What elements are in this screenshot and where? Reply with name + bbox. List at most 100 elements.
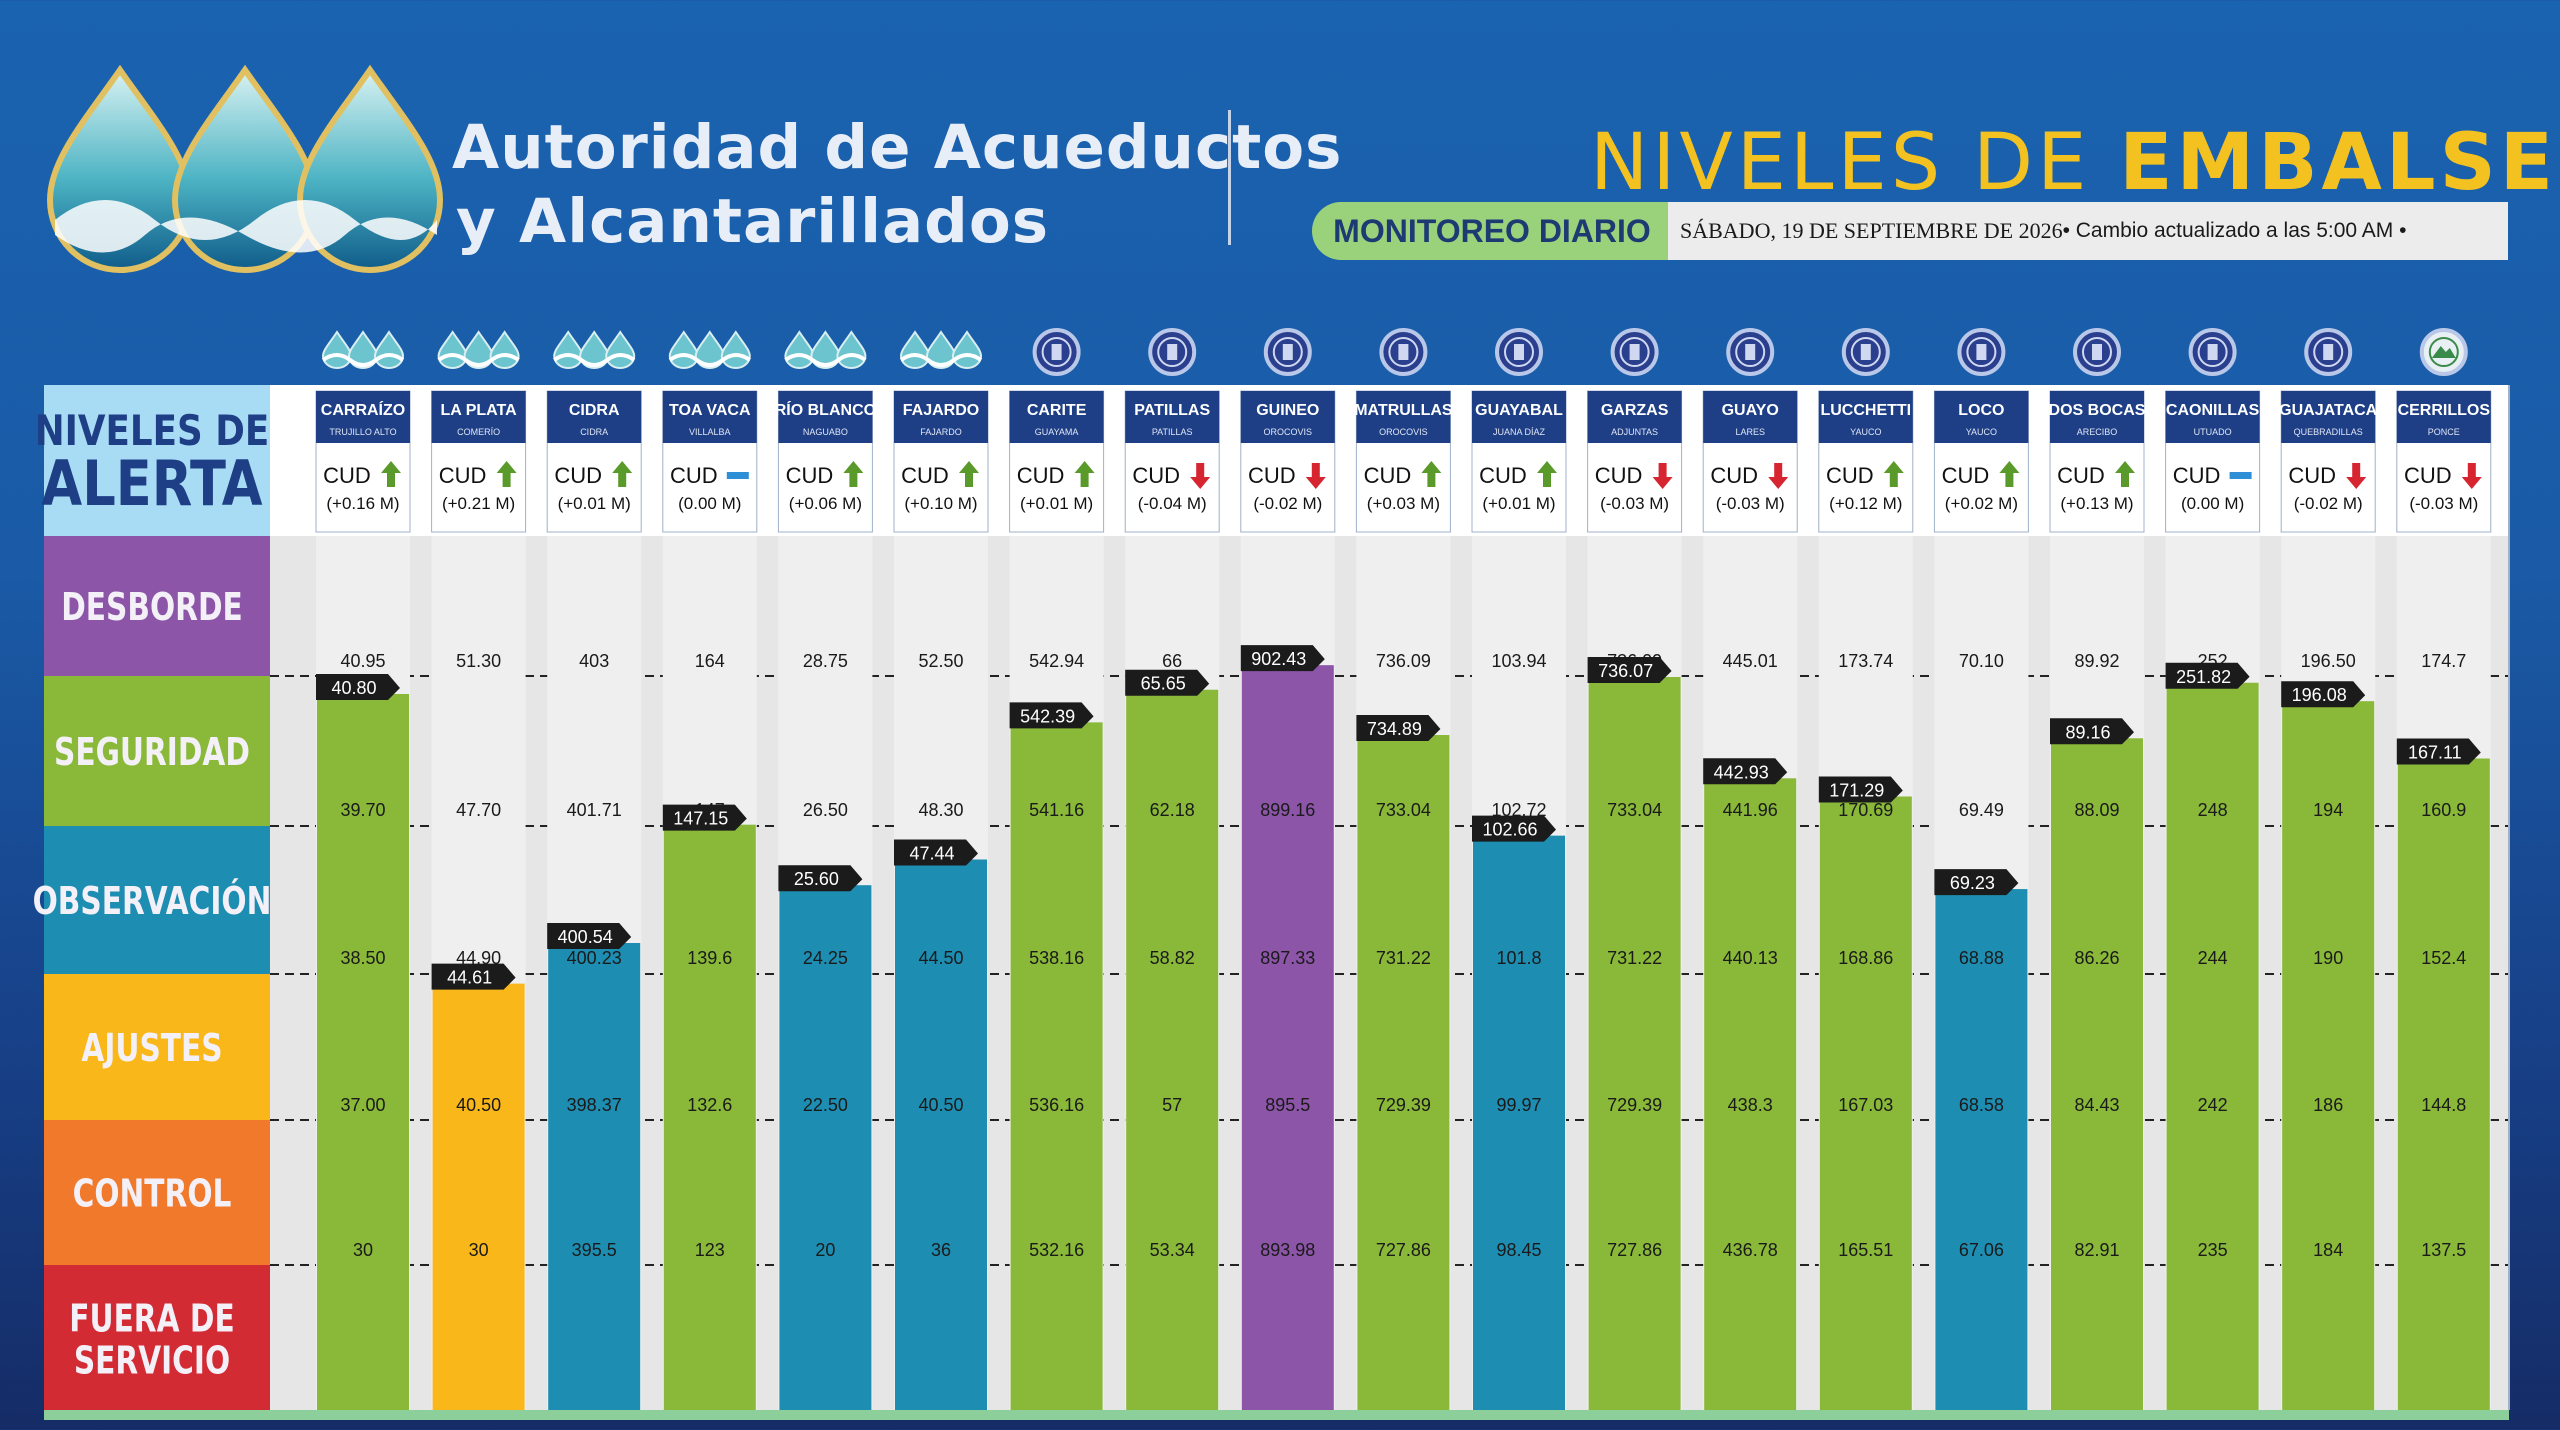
threshold-label: 400.23: [567, 948, 622, 968]
cud-label: CUD: [786, 463, 834, 488]
seal-icon: [2188, 328, 2237, 376]
trend-up-arrow-icon: [2115, 461, 2135, 487]
cud-label: CUD: [554, 463, 602, 488]
threshold-label: 168.86: [1838, 948, 1893, 968]
current-value-tag: 69.23: [1934, 869, 2019, 896]
current-value-label: 734.89: [1367, 719, 1422, 739]
level-change: (+0.03 M): [1367, 494, 1440, 513]
reservoir-name: RÍO BLANCO: [775, 400, 876, 419]
current-value-tag: 400.54: [547, 923, 632, 949]
reservoir-town: LARES: [1735, 427, 1765, 437]
threshold-label: 196.50: [2301, 651, 2356, 671]
current-value-label: 902.43: [1251, 649, 1306, 669]
threshold-label: 736.09: [1376, 651, 1431, 671]
current-value-tag: 542.39: [1009, 702, 1094, 729]
reservoir-name: GUAJATACA: [2279, 402, 2378, 419]
threshold-label: 39.70: [340, 800, 385, 820]
reservoir-town: VILLALBA: [689, 427, 731, 437]
reservoir-column-loco: LOCO YAUCO CUD (+0.02 M) 70.10 69.49 68.88 68.5…: [1933, 328, 2029, 1410]
level-change: (+0.10 M): [904, 494, 977, 513]
legend-zone-label: DESBORDE: [61, 585, 243, 630]
reservoir-name: CARRAÍZO: [321, 400, 405, 419]
reservoir-level-bar: [895, 859, 987, 1410]
threshold-label: 532.16: [1029, 1240, 1084, 1260]
threshold-label: 152.4: [2421, 948, 2466, 968]
reservoir-level-bar: [2051, 738, 2143, 1410]
legend-zone-bg: [44, 1120, 270, 1265]
reservoir-town: JUANA DÍAZ: [1493, 427, 1546, 437]
legend-zone-label: FUERA DE: [69, 1297, 234, 1342]
current-value-label: 442.93: [1714, 762, 1769, 782]
threshold-label: 20: [815, 1240, 835, 1260]
threshold-label: 44.90: [456, 948, 501, 968]
threshold-label: 174.7: [2421, 651, 2466, 671]
threshold-label: 40.50: [456, 1095, 501, 1115]
threshold-label: 68.88: [1959, 948, 2004, 968]
cud-label: CUD: [1364, 463, 1412, 488]
threshold-label: 30: [353, 1240, 373, 1260]
reservoir-town: ADJUNTAS: [1611, 427, 1658, 437]
threshold-label: 53.34: [1150, 1240, 1195, 1260]
title-light: NIVELES DE: [1590, 118, 2120, 208]
current-value-tag: 25.60: [778, 865, 863, 892]
reservoir-town: GUAYAMA: [1035, 427, 1079, 437]
level-change: (+0.01 M): [1020, 494, 1093, 513]
threshold-label: 733.04: [1607, 800, 1662, 820]
threshold-label: 893.98: [1260, 1240, 1315, 1260]
reservoir-name-bar: [894, 391, 988, 443]
water-drops-icon: [668, 330, 751, 369]
current-value-tag: 89.16: [2050, 718, 2134, 745]
threshold-label: 401.71: [567, 800, 622, 820]
reservoir-level-bar: [548, 943, 641, 1410]
trend-up-arrow-icon: [381, 461, 401, 487]
reservoir-town: COMERÍO: [457, 427, 500, 437]
reservoir-town: UTUADO: [2194, 427, 2232, 437]
reservoir-name: FAJARDO: [903, 402, 979, 419]
cud-label: CUD: [2288, 463, 2336, 488]
mountain-seal-icon: [2419, 328, 2468, 376]
threshold-label: 541.16: [1029, 800, 1084, 820]
level-change: (+0.01 M): [1482, 494, 1555, 513]
reservoir-column-guayo: GUAYO LARES CUD (-0.03 M) 445.01 441.96 440.13…: [1702, 328, 1798, 1410]
reservoir-name: GUINEO: [1256, 402, 1319, 419]
level-change: (-0.02 M): [2294, 494, 2363, 513]
trend-down-arrow-icon: [2461, 463, 2482, 489]
threshold-label: 132.6: [687, 1095, 732, 1115]
threshold-label: 44.50: [918, 948, 963, 968]
cud-label: CUD: [1826, 463, 1874, 488]
reservoir-column-cerrillos: CERRILLOS PONCE CUD (-0.03 M) 174.7 160.9 152.…: [2396, 328, 2492, 1410]
cud-label: CUD: [2173, 463, 2221, 488]
threshold-label: 36: [931, 1240, 951, 1260]
reservoir-town: OROCOVIS: [1379, 427, 1428, 437]
threshold-label: 248: [2198, 800, 2228, 820]
reservoir-town: NAGUABO: [803, 427, 848, 437]
threshold-label: 731.22: [1376, 948, 1431, 968]
water-drops-icon: [553, 330, 636, 369]
reservoir-name-bar: [316, 391, 410, 443]
update-text: • Cambio actualizado a las 5:00 AM •: [2062, 219, 2407, 242]
reservoir-column-guajataca: GUAJATACA QUEBRADILLAS CUD (-0.02 M) 196.50 1…: [2279, 328, 2378, 1410]
current-value-tag: 734.89: [1356, 715, 1441, 742]
reservoir-name: LOCO: [1958, 402, 2004, 419]
reservoir-level-bar: [663, 824, 756, 1410]
trend-down-arrow-icon: [1652, 463, 1673, 489]
trend-up-arrow-icon: [843, 461, 864, 487]
reservoir-name-bar: [2165, 391, 2260, 443]
legend-zone-ajustes: AJUSTES: [44, 974, 270, 1136]
cud-label: CUD: [1595, 463, 1643, 488]
reservoir-name-bar: [1125, 391, 1220, 443]
threshold-label: 67.06: [1959, 1240, 2004, 1260]
threshold-label: 165.51: [1838, 1240, 1893, 1260]
threshold-label: 137.5: [2421, 1240, 2466, 1260]
threshold-label: 899.16: [1260, 800, 1315, 820]
cud-label: CUD: [1479, 463, 1527, 488]
current-value-label: 25.60: [794, 869, 839, 889]
reservoir-column-patillas: PATILLAS PATILLAS CUD (-0.04 M) 66 62.18 58.82…: [1124, 328, 1220, 1410]
threshold-label: 173.74: [1838, 651, 1893, 671]
cud-label: CUD: [1248, 463, 1296, 488]
reservoir-name-bar: [1009, 391, 1104, 443]
reservoir-town: PONCE: [2428, 427, 2460, 437]
